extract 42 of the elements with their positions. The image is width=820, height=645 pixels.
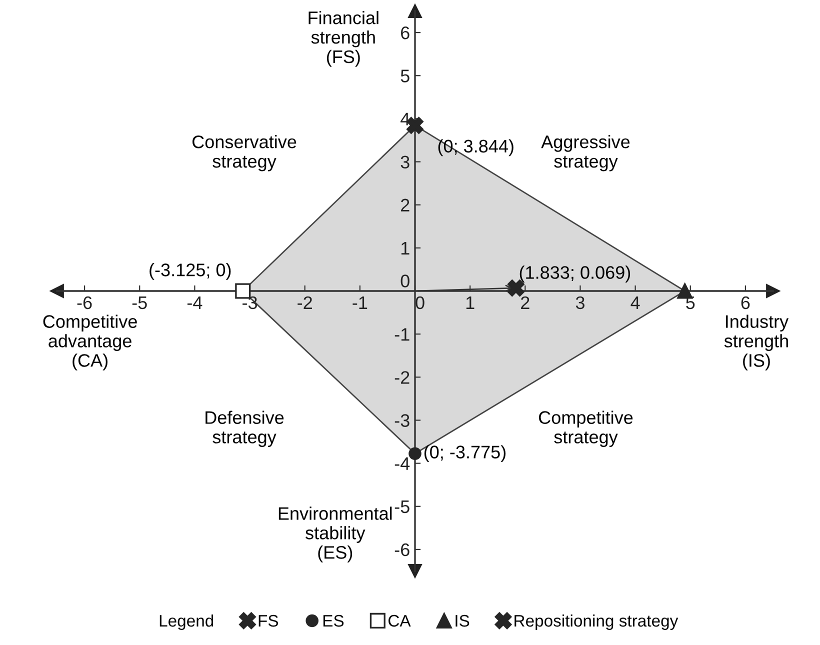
y-tick-label: -5 bbox=[394, 500, 410, 514]
annotation: Aggressive strategy bbox=[541, 135, 630, 172]
y-tick-label: -1 bbox=[394, 328, 410, 341]
y-tick-label: 6 bbox=[401, 26, 410, 40]
legend-label: Repositioning strategy bbox=[514, 614, 678, 630]
annotation: Defensive strategy bbox=[206, 410, 284, 447]
x-tick-label: -1 bbox=[352, 296, 368, 309]
y-tick-label: 0 bbox=[400, 274, 410, 288]
data-label: (1.833; 0.069) bbox=[520, 266, 630, 282]
x-axis-title: Industry strength (IS) bbox=[724, 314, 789, 370]
y-tick-label: -6 bbox=[394, 543, 410, 556]
legend-label: ES bbox=[323, 614, 344, 627]
y-tick-label: -2 bbox=[394, 371, 410, 384]
x-tick-label: -3 bbox=[242, 296, 258, 310]
y-tick-label: 1 bbox=[401, 242, 410, 254]
x-tick-label: -2 bbox=[298, 296, 312, 309]
legend-label: FS bbox=[258, 614, 278, 627]
point bbox=[406, 116, 424, 134]
x-tick-label: 2 bbox=[521, 296, 530, 309]
x-tick-label: -4 bbox=[187, 296, 202, 309]
legend-label: IS bbox=[456, 614, 470, 627]
annotation: Competitive advantage (CA) bbox=[43, 314, 137, 370]
x-tick-label: 6 bbox=[741, 296, 750, 310]
y-tick-label: 5 bbox=[400, 70, 410, 82]
point bbox=[408, 447, 422, 460]
legend-title: Legend bbox=[160, 614, 214, 630]
x-tick-label: 1 bbox=[466, 296, 474, 309]
y-tick-label: 3 bbox=[400, 156, 410, 168]
x-tick-label: 4 bbox=[630, 296, 640, 309]
y-tick-label: 2 bbox=[401, 198, 410, 212]
annotation: Competitive strategy bbox=[538, 410, 633, 447]
annotation: Conservative strategy bbox=[192, 135, 296, 172]
legend-label: CA bbox=[388, 614, 411, 627]
x-tick-label: -6 bbox=[77, 296, 92, 310]
x-tick-label: -5 bbox=[132, 296, 147, 310]
y-tick-label: -3 bbox=[394, 414, 410, 427]
annotation: Environmental stability (ES) bbox=[278, 506, 392, 562]
x-tick-label: 3 bbox=[576, 296, 584, 310]
data-label: (-3.125; 0) bbox=[150, 263, 231, 280]
y-axis-title: Financial strength (FS) bbox=[308, 11, 378, 67]
y-tick-label: -4 bbox=[394, 457, 410, 470]
data-label: (0; -3.775) bbox=[424, 445, 506, 462]
